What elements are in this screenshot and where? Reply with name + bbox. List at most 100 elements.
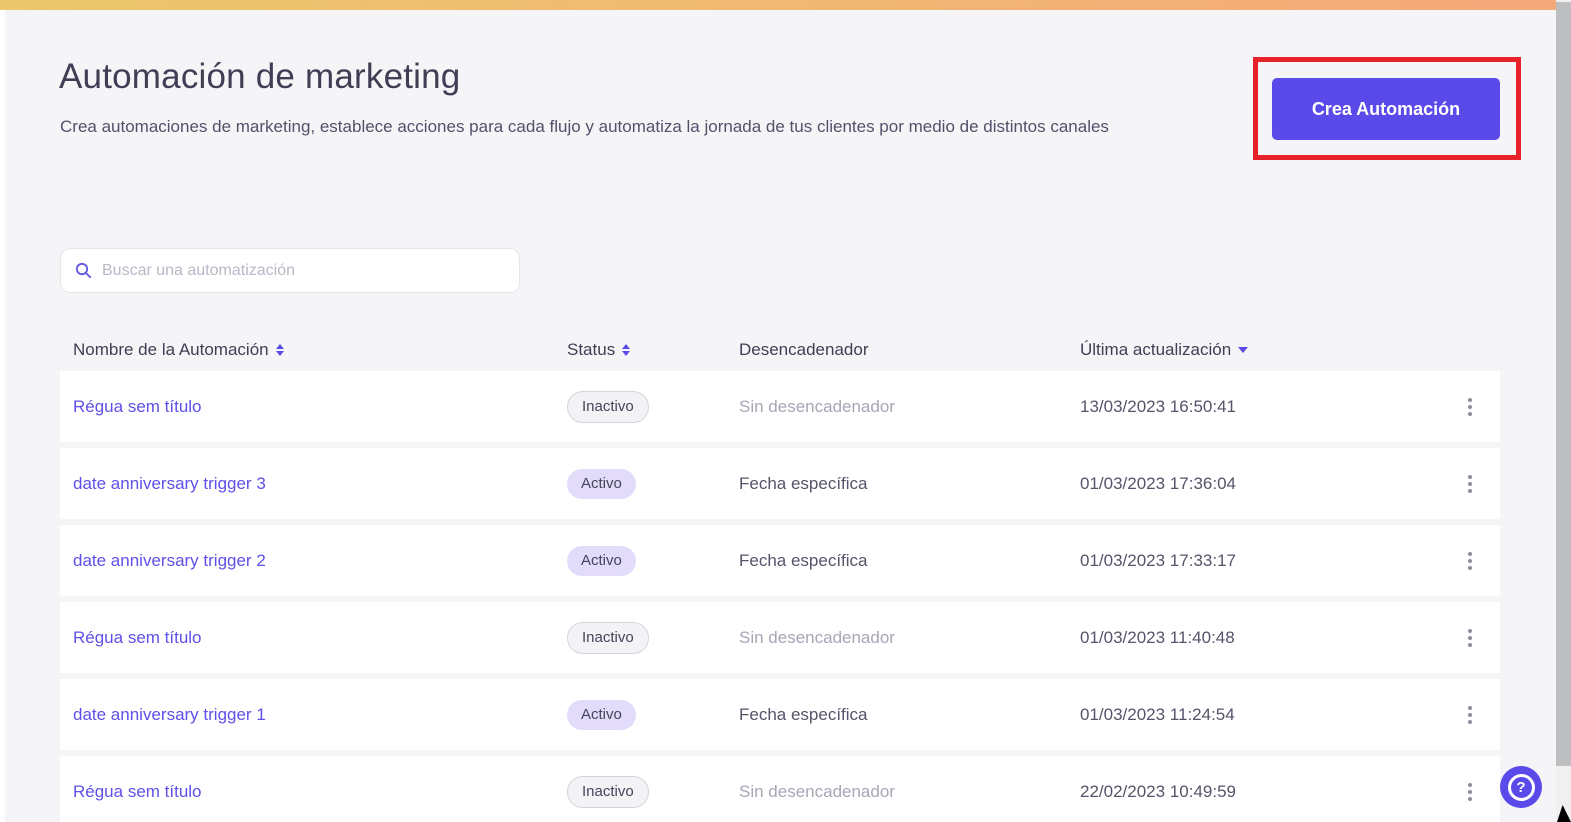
actions-cell xyxy=(1440,623,1500,653)
automation-name-link[interactable]: Régua sem título xyxy=(73,781,202,801)
kebab-dot xyxy=(1468,719,1472,724)
row-menu-button[interactable] xyxy=(1462,700,1478,730)
status-cell: Activo xyxy=(567,468,739,499)
page-subtitle: Crea automaciones de marketing, establec… xyxy=(60,117,1109,136)
name-cell: date anniversary trigger 1 xyxy=(60,705,567,725)
table-header: Nombre de la Automación Status Desencade… xyxy=(60,330,1500,370)
updated-cell: 22/02/2023 10:49:59 xyxy=(1080,781,1236,801)
question-mark-icon: ? xyxy=(1507,773,1535,801)
kebab-dot xyxy=(1468,551,1472,556)
kebab-dot xyxy=(1468,481,1472,486)
trigger-label: Fecha específica xyxy=(739,550,868,570)
column-label: Nombre de la Automación xyxy=(73,340,269,359)
column-header-name[interactable]: Nombre de la Automación xyxy=(60,340,567,360)
status-badge: Inactivo xyxy=(567,390,649,423)
kebab-dot xyxy=(1468,789,1472,794)
status-badge: Inactivo xyxy=(567,621,649,654)
kebab-dot xyxy=(1468,404,1472,409)
column-header-status[interactable]: Status xyxy=(567,340,739,360)
kebab-dot xyxy=(1468,782,1472,787)
kebab-dot xyxy=(1468,635,1472,640)
table-row: Régua sem título Inactivo Sin desencaden… xyxy=(60,602,1500,673)
row-menu-button[interactable] xyxy=(1462,546,1478,576)
column-label: Status xyxy=(567,340,616,359)
automation-name-link[interactable]: Régua sem título xyxy=(73,627,202,647)
column-header-updated[interactable]: Última actualización xyxy=(1080,340,1440,360)
automation-name-link[interactable]: Régua sem título xyxy=(73,396,202,416)
top-accent-bar xyxy=(0,0,1556,10)
trigger-cell: Fecha específica xyxy=(739,474,1080,494)
kebab-dot xyxy=(1468,474,1472,479)
automation-name-link[interactable]: date anniversary trigger 2 xyxy=(73,550,266,570)
actions-cell xyxy=(1440,700,1500,730)
kebab-dot xyxy=(1468,488,1472,493)
kebab-dot xyxy=(1468,796,1472,801)
updated-cell: 01/03/2023 11:40:48 xyxy=(1080,627,1235,647)
kebab-dot xyxy=(1468,712,1472,717)
status-badge: Activo xyxy=(567,545,636,576)
table-row: date anniversary trigger 1 Activo Fecha … xyxy=(60,679,1500,750)
search-icon xyxy=(75,262,92,279)
trigger-label: Fecha específica xyxy=(739,473,868,493)
actions-cell xyxy=(1440,777,1500,807)
sort-both-icon[interactable] xyxy=(275,344,284,356)
updated-cell: 13/03/2023 16:50:41 xyxy=(1080,396,1236,416)
kebab-dot xyxy=(1468,397,1472,402)
kebab-dot xyxy=(1468,411,1472,416)
kebab-dot xyxy=(1468,565,1472,570)
table-row: Régua sem título Inactivo Sin desencaden… xyxy=(60,756,1500,822)
create-automation-button[interactable]: Crea Automación xyxy=(1272,78,1500,140)
table-row: date anniversary trigger 2 Activo Fecha … xyxy=(60,525,1500,596)
trigger-cell: Sin desencadenador xyxy=(739,397,1080,417)
kebab-dot xyxy=(1468,558,1472,563)
name-cell: date anniversary trigger 2 xyxy=(60,551,567,571)
status-cell: Inactivo xyxy=(567,775,739,808)
kebab-dot xyxy=(1468,628,1472,633)
column-label: Última actualización xyxy=(1080,340,1232,359)
scrollbar-thumb[interactable] xyxy=(1556,2,1571,766)
page-title: Automación de marketing xyxy=(59,57,461,96)
status-cell: Inactivo xyxy=(567,621,739,654)
search-box[interactable] xyxy=(60,248,520,293)
trigger-cell: Fecha específica xyxy=(739,551,1080,571)
trigger-cell: Sin desencadenador xyxy=(739,628,1080,648)
sort-both-icon[interactable] xyxy=(622,344,631,356)
status-badge: Activo xyxy=(567,699,636,730)
updated-cell: 01/03/2023 17:33:17 xyxy=(1080,550,1236,570)
actions-cell xyxy=(1440,469,1500,499)
vertical-scrollbar[interactable] xyxy=(1556,0,1571,822)
help-button[interactable]: ? xyxy=(1500,766,1542,808)
row-menu-button[interactable] xyxy=(1462,777,1478,807)
table-body: Régua sem título Inactivo Sin desencaden… xyxy=(60,371,1500,822)
left-edge-strip xyxy=(0,10,5,822)
search-input[interactable] xyxy=(102,261,505,280)
trigger-cell: Fecha específica xyxy=(739,705,1080,725)
trigger-label: Sin desencadenador xyxy=(739,396,895,416)
actions-cell xyxy=(1440,392,1500,422)
row-menu-button[interactable] xyxy=(1462,469,1478,499)
table-row: Régua sem título Inactivo Sin desencaden… xyxy=(60,371,1500,442)
status-cell: Activo xyxy=(567,545,739,576)
trigger-label: Sin desencadenador xyxy=(739,627,895,647)
name-cell: Régua sem título xyxy=(60,628,567,648)
name-cell: Régua sem título xyxy=(60,782,567,802)
column-label: Desencadenador xyxy=(739,340,869,359)
trigger-cell: Sin desencadenador xyxy=(739,782,1080,802)
column-header-trigger: Desencadenador xyxy=(739,340,1080,360)
updated-cell: 01/03/2023 11:24:54 xyxy=(1080,704,1235,724)
kebab-dot xyxy=(1468,642,1472,647)
annotation-highlight-box xyxy=(1253,57,1521,160)
status-cell: Activo xyxy=(567,699,739,730)
status-badge: Inactivo xyxy=(567,775,649,808)
name-cell: Régua sem título xyxy=(60,397,567,417)
automation-name-link[interactable]: date anniversary trigger 1 xyxy=(73,704,266,724)
kebab-dot xyxy=(1468,705,1472,710)
status-cell: Inactivo xyxy=(567,390,739,423)
row-menu-button[interactable] xyxy=(1462,623,1478,653)
automation-name-link[interactable]: date anniversary trigger 3 xyxy=(73,473,266,493)
row-menu-button[interactable] xyxy=(1462,392,1478,422)
status-badge: Activo xyxy=(567,468,636,499)
actions-cell xyxy=(1440,546,1500,576)
updated-cell: 01/03/2023 17:36:04 xyxy=(1080,473,1236,493)
sort-desc-icon[interactable] xyxy=(1238,347,1249,353)
